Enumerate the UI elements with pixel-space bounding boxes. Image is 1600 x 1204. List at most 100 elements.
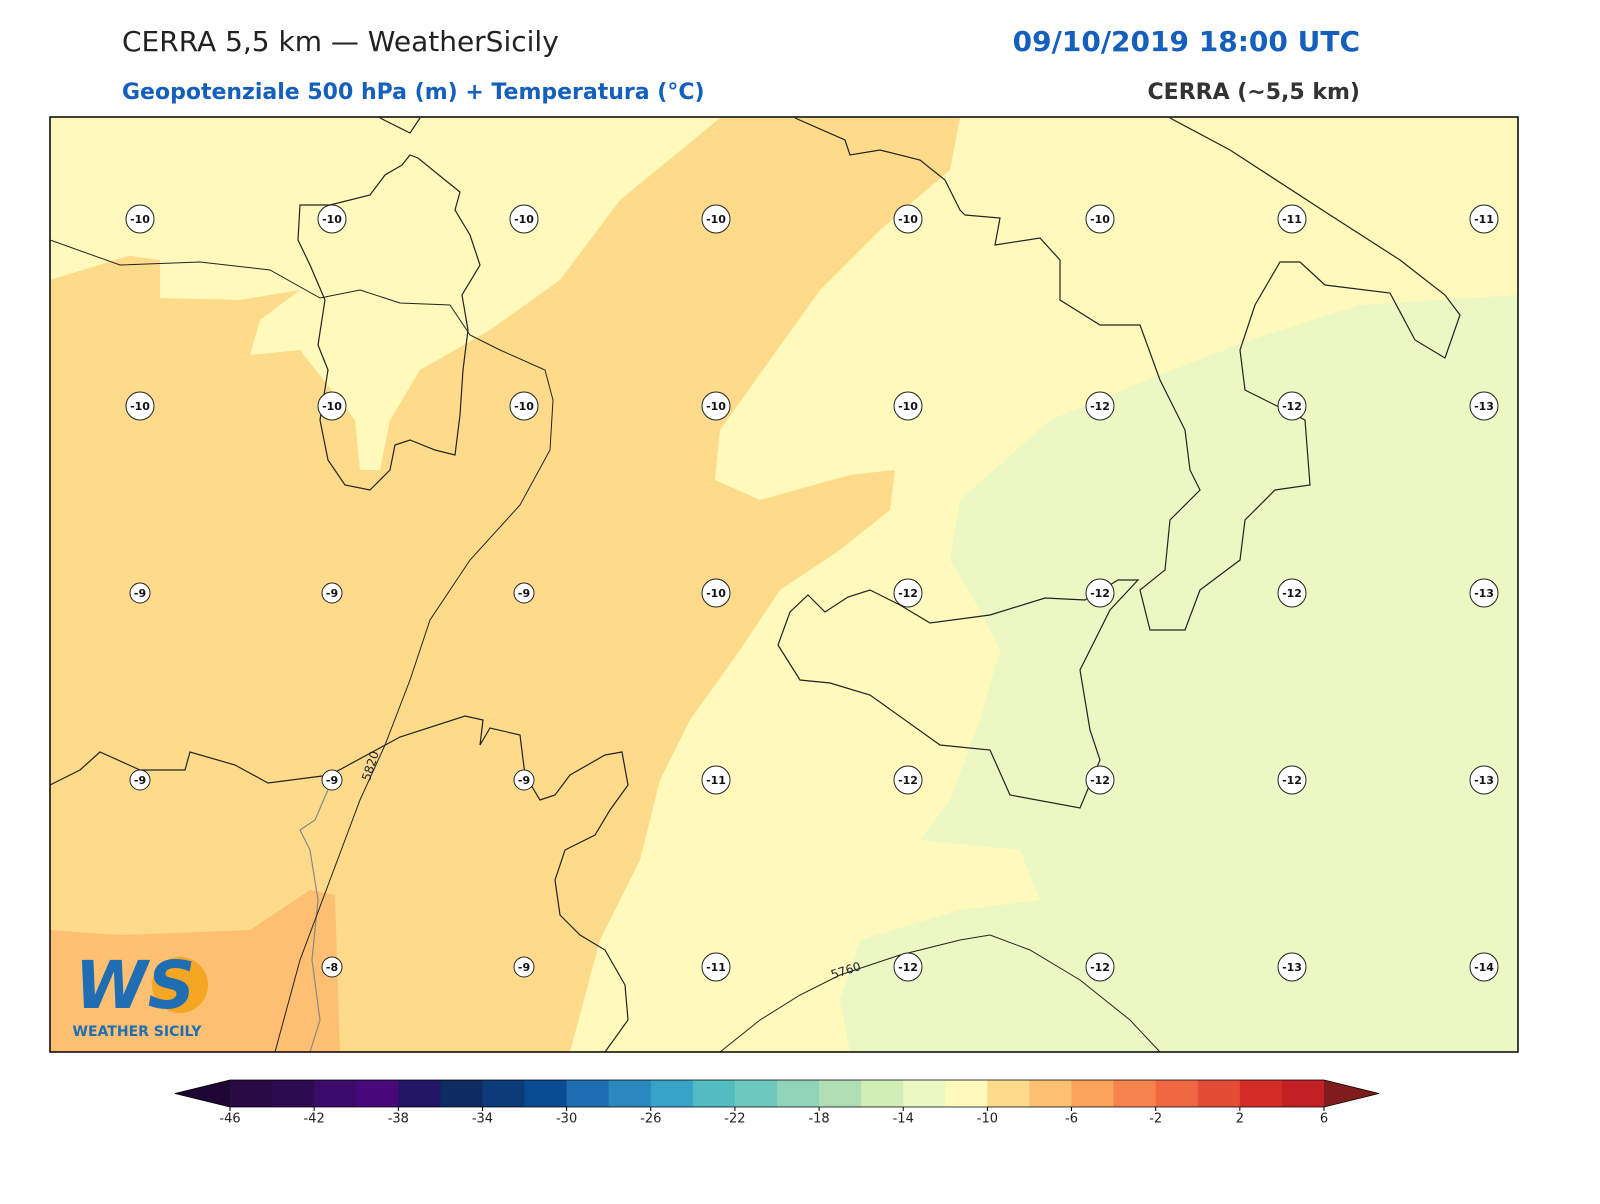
station-value: -12	[898, 961, 918, 974]
station-marker	[321, 956, 343, 978]
station-marker	[701, 204, 731, 234]
station-value: -12	[1282, 400, 1302, 413]
colorbar-tick-label: -2	[1149, 1112, 1162, 1127]
station-value: -13	[1474, 400, 1494, 413]
colorbar-segment	[734, 1080, 778, 1107]
station-marker	[893, 578, 923, 608]
station-value: -10	[130, 213, 150, 226]
colorbar-tick-label: -6	[1065, 1112, 1078, 1127]
station-value: -9	[326, 587, 338, 600]
colorbar-segment	[777, 1080, 820, 1107]
station-value: -12	[898, 587, 918, 600]
station-marker	[321, 582, 343, 604]
station-value: -14	[1474, 961, 1494, 974]
station-marker	[1469, 952, 1499, 982]
station-marker	[1277, 578, 1307, 608]
station-marker	[1085, 391, 1115, 421]
datetime: 09/10/2019 18:00 UTC	[1013, 25, 1360, 58]
station-value: -12	[898, 774, 918, 787]
station-marker	[1277, 391, 1307, 421]
logo: WS WEATHER SICILY	[73, 947, 208, 1040]
station-value: -13	[1282, 961, 1302, 974]
station-marker	[893, 204, 923, 234]
station-marker	[701, 765, 731, 795]
colorbar-tick-label: -42	[304, 1112, 325, 1127]
station-marker	[321, 769, 343, 791]
station-marker	[893, 391, 923, 421]
station-value: -11	[706, 961, 726, 974]
colorbar-segment	[1155, 1080, 1199, 1107]
stations: -10 -10 -10 -10 -10 -10 -11 -11 -10 -10 -10 -10 -10 -…	[125, 204, 1499, 982]
colorbar-segment	[692, 1080, 736, 1107]
colorbar-segment	[650, 1080, 694, 1107]
station-value: -9	[518, 961, 530, 974]
station-value: -9	[518, 587, 530, 600]
colorbar-under	[175, 1080, 230, 1107]
station-marker	[125, 391, 155, 421]
station-value: -13	[1474, 587, 1494, 600]
station-value: -11	[1474, 213, 1494, 226]
colorbar-segment	[272, 1080, 315, 1107]
contour-line	[50, 239, 554, 1052]
source: CERRA (~5,5 km)	[1148, 80, 1360, 105]
station-value: -10	[706, 400, 726, 413]
station-value: -10	[1090, 213, 1110, 226]
colorbar-segment	[356, 1080, 399, 1107]
colorbar-tick-label: -34	[472, 1112, 493, 1127]
colorbar-segment	[230, 1080, 273, 1107]
station-marker	[509, 204, 539, 234]
station-marker	[1469, 765, 1499, 795]
map: 5820 5760 -10 -10 -10 -10 -10 -10 -11 -11-10 -10…	[50, 117, 1518, 1052]
station-marker	[1085, 952, 1115, 982]
colorbar-segment	[819, 1080, 862, 1107]
contour-line	[719, 934, 1161, 1052]
colorbar-segment	[945, 1080, 988, 1107]
station-marker	[1277, 204, 1307, 234]
colorbar-segment	[566, 1080, 610, 1107]
station-marker	[893, 952, 923, 982]
station-value: -12	[1282, 774, 1302, 787]
logo-sun	[152, 957, 208, 1013]
station-value: -10	[322, 213, 342, 226]
station-value: -10	[898, 400, 918, 413]
station-marker	[1277, 952, 1307, 982]
station-marker	[1277, 765, 1307, 795]
station-value: -11	[1282, 213, 1302, 226]
station-value: -10	[514, 213, 534, 226]
logo-name: WEATHER SICILY	[73, 1024, 203, 1040]
colorbar-segment	[861, 1080, 904, 1107]
colorbar-over	[1324, 1080, 1379, 1107]
station-marker	[1469, 391, 1499, 421]
field	[50, 118, 720, 470]
colorbar-tick-label: -46	[219, 1112, 240, 1127]
station-marker	[701, 391, 731, 421]
station-value: -12	[1090, 961, 1110, 974]
station-marker	[893, 765, 923, 795]
station-marker	[129, 769, 151, 791]
station-value: -9	[518, 774, 530, 787]
colorbar-segment	[608, 1080, 652, 1107]
colorbar-segment	[314, 1080, 357, 1107]
colorbar-tick-label: -22	[724, 1112, 745, 1127]
station-marker	[1469, 204, 1499, 234]
colorbar-tick-label: -14	[893, 1112, 914, 1127]
colorbar-segment	[903, 1080, 946, 1107]
colorbar-segment	[1281, 1080, 1325, 1107]
colorbar-segment	[440, 1080, 483, 1107]
station-marker	[513, 956, 535, 978]
station-marker	[1469, 578, 1499, 608]
coastline	[297, 117, 481, 491]
colorbar-segment	[482, 1080, 526, 1107]
logo-mark: WS	[75, 947, 195, 1024]
map-frame	[49, 116, 1519, 1053]
colorbar: -46 -42 -38 -34 -30 -26 -22 -18 -14 -10 -6 -2 2 6	[174, 1079, 1380, 1127]
colorbar-segment	[1071, 1080, 1115, 1107]
colorbar-segment	[524, 1080, 568, 1107]
colorbar-tick-label: -38	[388, 1112, 409, 1127]
coastline	[794, 117, 1461, 631]
station-value: -9	[134, 774, 146, 787]
station-marker	[317, 204, 347, 234]
station-value: -11	[706, 774, 726, 787]
colorbar-segment	[1029, 1080, 1073, 1107]
